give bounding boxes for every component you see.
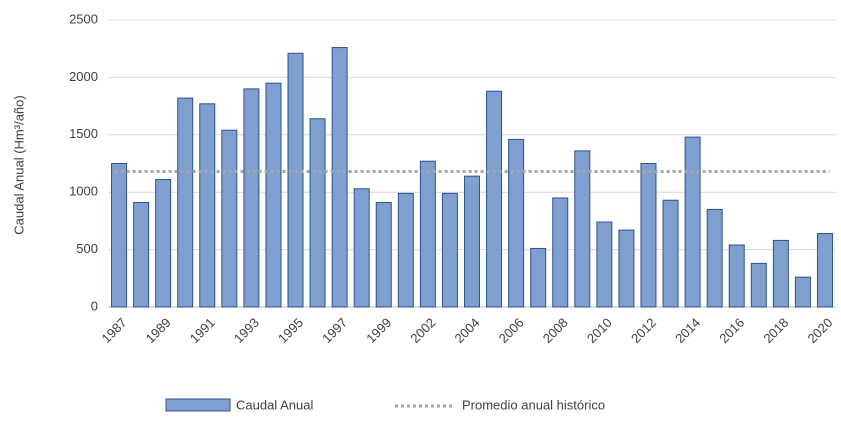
legend-swatch: [165, 398, 231, 412]
bar: [706, 208, 723, 308]
legend-label: Caudal Anual: [236, 397, 313, 412]
x-tick-label: 2008: [540, 315, 571, 346]
y-tick-label: 2000: [69, 69, 98, 84]
bar: [750, 262, 767, 308]
x-tick-label: 2014: [672, 315, 703, 346]
y-tick-label: 2500: [69, 11, 98, 26]
bar: [419, 160, 436, 308]
bar: [618, 229, 635, 308]
bar: [221, 129, 238, 308]
bar: [199, 103, 216, 308]
y-tick-label: 500: [76, 241, 98, 256]
x-tick-label: 2012: [628, 315, 659, 346]
bar: [353, 188, 370, 308]
y-tick-label: 0: [91, 298, 98, 313]
x-tick-label: 1987: [99, 315, 130, 346]
bar: [508, 138, 525, 308]
bar: [772, 239, 789, 308]
bar: [265, 82, 282, 308]
y-axis-title: Caudal Anual (Hm³/año): [11, 95, 26, 234]
x-tick-label: 2010: [584, 315, 615, 346]
legend-label: Promedio anual histórico: [462, 397, 605, 412]
bar: [574, 150, 591, 308]
bar: [331, 47, 348, 308]
x-tick-label: 1991: [187, 315, 218, 346]
bar: [375, 202, 392, 308]
x-tick-label: 2004: [451, 315, 482, 346]
bar: [463, 175, 481, 308]
bar: [640, 163, 657, 308]
x-tick-label: 2018: [760, 315, 791, 346]
bar: [552, 197, 569, 308]
bar: [243, 88, 260, 308]
bar: [684, 136, 701, 308]
bar: [309, 118, 326, 308]
y-tick-label: 1500: [69, 126, 98, 141]
x-tick-label: 1999: [363, 315, 394, 346]
bar: [111, 163, 128, 308]
bar: [662, 199, 679, 308]
x-tick-label: 1997: [319, 315, 350, 346]
x-tick-label: 2016: [716, 315, 747, 346]
x-tick-label: 2002: [407, 315, 438, 346]
y-tick-label: 1000: [69, 184, 98, 199]
bar: [486, 90, 503, 308]
bar: [155, 179, 172, 308]
bar: [728, 244, 745, 308]
bar: [133, 202, 150, 308]
bar: [530, 247, 547, 308]
bar: [794, 276, 811, 308]
x-tick-label: 2020: [804, 315, 835, 346]
bar: [397, 192, 414, 308]
x-tick-label: 1995: [275, 315, 306, 346]
bar: [287, 52, 304, 308]
bar: [441, 192, 458, 308]
x-tick-label: 1993: [231, 315, 262, 346]
x-tick-label: 2006: [496, 315, 527, 346]
bar: [816, 233, 833, 308]
x-tick-label: 1989: [143, 315, 174, 346]
bar: [177, 97, 194, 308]
bar: [596, 221, 613, 308]
